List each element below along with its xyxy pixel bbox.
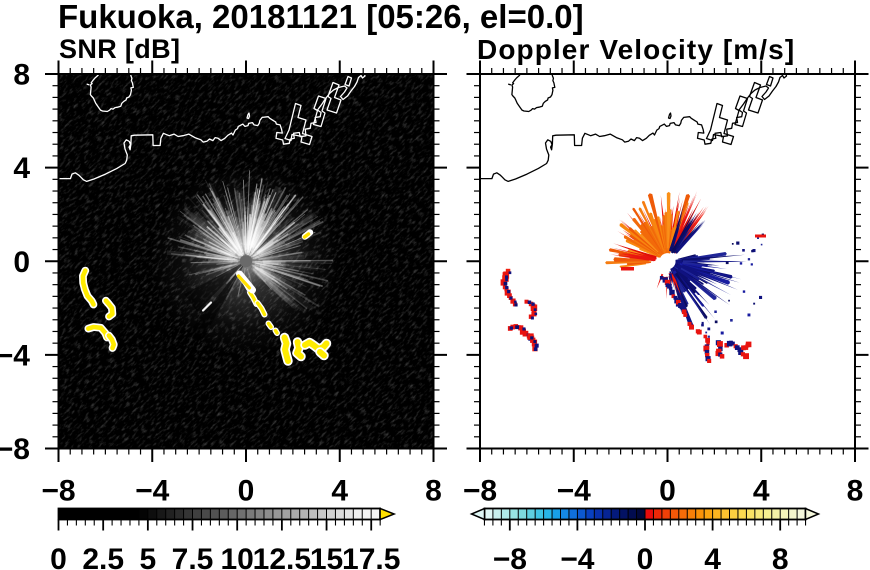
svg-text:−8: −8 bbox=[463, 475, 497, 508]
svg-text:15: 15 bbox=[310, 543, 343, 570]
svg-text:7.5: 7.5 bbox=[172, 543, 214, 570]
svg-text:4: 4 bbox=[331, 475, 348, 508]
svg-text:0: 0 bbox=[637, 543, 654, 570]
svg-text:−4: −4 bbox=[560, 543, 595, 570]
svg-text:0: 0 bbox=[659, 475, 676, 508]
svg-text:0: 0 bbox=[50, 543, 67, 570]
svg-text:−8: −8 bbox=[0, 433, 30, 466]
svg-text:8: 8 bbox=[847, 475, 864, 508]
svg-text:0: 0 bbox=[13, 246, 30, 279]
svg-text:10: 10 bbox=[221, 543, 254, 570]
svg-text:4: 4 bbox=[753, 475, 770, 508]
svg-text:−8: −8 bbox=[493, 543, 527, 570]
svg-text:−8: −8 bbox=[41, 475, 75, 508]
svg-text:−4: −4 bbox=[0, 339, 30, 372]
svg-text:−4: −4 bbox=[557, 475, 592, 508]
svg-text:8: 8 bbox=[425, 475, 442, 508]
svg-text:17.5: 17.5 bbox=[342, 543, 400, 570]
svg-text:0: 0 bbox=[238, 475, 255, 508]
svg-text:8: 8 bbox=[13, 59, 30, 92]
svg-text:4: 4 bbox=[704, 543, 721, 570]
svg-text:−4: −4 bbox=[135, 475, 170, 508]
svg-text:12.5: 12.5 bbox=[253, 543, 311, 570]
svg-text:4: 4 bbox=[13, 152, 30, 185]
svg-text:8: 8 bbox=[772, 543, 789, 570]
svg-text:5: 5 bbox=[140, 543, 157, 570]
svg-text:2.5: 2.5 bbox=[82, 543, 124, 570]
